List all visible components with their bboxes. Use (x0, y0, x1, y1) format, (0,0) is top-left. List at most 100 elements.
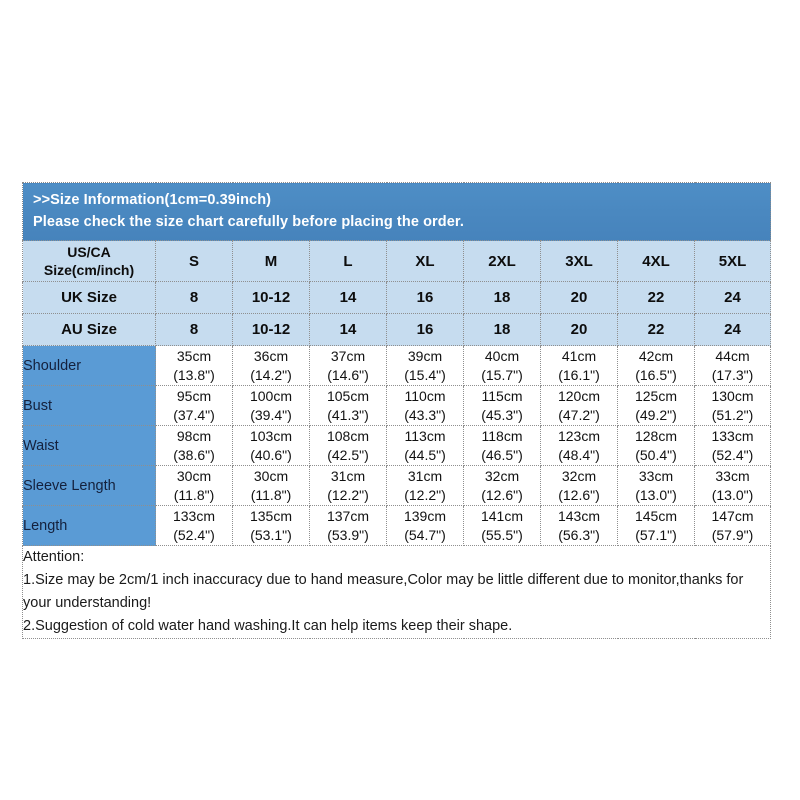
au-size-value-3xl: 20 (540, 313, 618, 346)
value-inch: (49.2") (635, 406, 677, 423)
value-inch: (12.6") (481, 486, 523, 503)
value-cm: 123cm (557, 427, 601, 444)
measurement-label-length: Length (22, 505, 156, 546)
uk-size-value-xl: 16 (386, 281, 464, 314)
value-inch: (48.4") (558, 446, 600, 463)
size-chart-table: >>Size Information(1cm=0.39inch) Please … (21, 182, 772, 639)
uk-size-value-4xl: 22 (617, 281, 695, 314)
value-cm: 130cm (711, 387, 754, 404)
measurement-cell: 145cm (57.1") (617, 505, 695, 546)
measurement-cell: 30cm (11.8") (155, 465, 233, 506)
value-cm: 32cm (561, 467, 597, 484)
measurement-cell: 33cm (13.0") (617, 465, 695, 506)
attention-note-1: 1.Size may be 2cm/1 inch inaccuracy due … (23, 572, 744, 588)
size-header-l: L (309, 240, 387, 282)
value-inch: (13.0") (711, 486, 754, 503)
value-inch: (13.8") (173, 366, 215, 383)
value-cm: 147cm (711, 507, 754, 524)
attention-notes: Attention: 1.Size may be 2cm/1 inch inac… (21, 545, 772, 639)
banner-row: >>Size Information(1cm=0.39inch) Please … (22, 182, 771, 241)
value-inch: (53.9") (327, 526, 369, 543)
value-inch: (40.6") (250, 446, 292, 463)
value-inch: (11.8") (250, 486, 292, 503)
footer-row: Attention: 1.Size may be 2cm/1 inch inac… (21, 545, 772, 639)
table-row: Waist 98cm (38.6") 103cm (40.6") 108cm (42.… (22, 425, 772, 466)
au-size-value-2xl: 18 (463, 313, 541, 346)
measurement-cell: 125cm (49.2") (617, 385, 695, 426)
value-cm: 139cm (403, 507, 447, 524)
banner-line-2: Please check the size chart carefully be… (33, 214, 464, 230)
size-header-4xl: 4XL (617, 240, 695, 282)
value-cm: 125cm (634, 387, 678, 404)
value-cm: 118cm (481, 427, 523, 444)
measurement-cell: 141cm (55.5") (463, 505, 541, 546)
value-inch: (16.5") (635, 366, 677, 383)
measurement-cell: 33cm (13.0") (693, 465, 772, 506)
measurement-cell: 115cm (45.3") (463, 385, 541, 426)
au-size-label: AU Size (22, 313, 156, 346)
uk-size-value-s: 8 (155, 281, 233, 314)
measurement-cell: 31cm (12.2") (386, 465, 464, 506)
value-inch: (37.4") (173, 406, 215, 423)
value-inch: (41.3") (327, 406, 369, 423)
value-cm: 33cm (715, 467, 750, 484)
size-header-m: M (232, 240, 310, 282)
measurement-cell: 100cm (39.4") (232, 385, 310, 426)
au-size-value-4xl: 22 (617, 313, 695, 346)
table-row: Length 133cm (52.4") 135cm (53.1") 137cm (5… (22, 505, 772, 546)
value-inch: (11.8") (173, 486, 215, 503)
value-inch: (12.6") (558, 486, 600, 503)
value-inch: (47.2") (558, 406, 600, 423)
uk-size-value-m: 10-12 (232, 281, 310, 314)
value-inch: (12.2") (327, 486, 369, 503)
value-inch: (39.4") (250, 406, 292, 423)
corner-label-line-2: Size(cm/inch) (43, 262, 135, 278)
banner-cell: >>Size Information(1cm=0.39inch) Please … (22, 182, 771, 241)
measurement-label-sleeve-length: Sleeve Length (22, 465, 156, 506)
measurement-cell: 137cm (53.9") (309, 505, 387, 546)
measurement-cell: 37cm (14.6") (309, 345, 387, 386)
measurement-cell: 110cm (43.3") (386, 385, 464, 426)
value-inch: (57.1") (635, 526, 677, 543)
value-cm: 35cm (176, 347, 212, 364)
value-cm: 39cm (407, 347, 443, 364)
value-inch: (43.3") (404, 406, 446, 423)
value-cm: 110cm (404, 387, 446, 404)
value-cm: 105cm (326, 387, 370, 404)
value-cm: 33cm (638, 467, 674, 484)
value-cm: 145cm (634, 507, 678, 524)
measurement-cell: 98cm (38.6") (155, 425, 233, 466)
value-cm: 36cm (253, 347, 289, 364)
measurement-cell: 135cm (53.1") (232, 505, 310, 546)
value-cm: 133cm (711, 427, 754, 444)
value-cm: 40cm (484, 347, 520, 364)
value-inch: (52.4") (711, 446, 754, 463)
header-row-au: AU Size 8 10-12 14 16 18 20 22 24 (22, 313, 772, 346)
au-size-value-xl: 16 (386, 313, 464, 346)
corner-label-line-1: US/CA (67, 244, 111, 260)
value-inch: (46.5") (481, 446, 523, 463)
attention-heading: Attention: (23, 549, 85, 565)
value-inch: (15.7") (481, 366, 523, 383)
value-cm: 143cm (557, 507, 601, 524)
value-inch: (55.5") (481, 526, 523, 543)
value-inch: (16.1") (558, 366, 600, 383)
measurement-cell: 133cm (52.4") (155, 505, 233, 546)
value-inch: (53.1") (250, 526, 292, 543)
value-cm: 100cm (249, 387, 293, 404)
value-cm: 120cm (557, 387, 601, 404)
value-inch: (12.2") (404, 486, 446, 503)
measurement-cell: 118cm (46.5") (463, 425, 541, 466)
measurement-cell: 32cm (12.6") (463, 465, 541, 506)
value-inch: (44.5") (404, 446, 446, 463)
measurement-cell: 128cm (50.4") (617, 425, 695, 466)
value-cm: 41cm (561, 347, 597, 364)
measurement-cell: 133cm (52.4") (693, 425, 772, 466)
value-inch: (50.4") (635, 446, 677, 463)
measurement-cell: 147cm (57.9") (693, 505, 772, 546)
uk-size-value-2xl: 18 (463, 281, 541, 314)
banner-line-1: >>Size Information(1cm=0.39inch) (33, 192, 272, 208)
value-inch: (57.9") (711, 526, 754, 543)
au-size-value-l: 14 (309, 313, 387, 346)
value-cm: 128cm (634, 427, 678, 444)
